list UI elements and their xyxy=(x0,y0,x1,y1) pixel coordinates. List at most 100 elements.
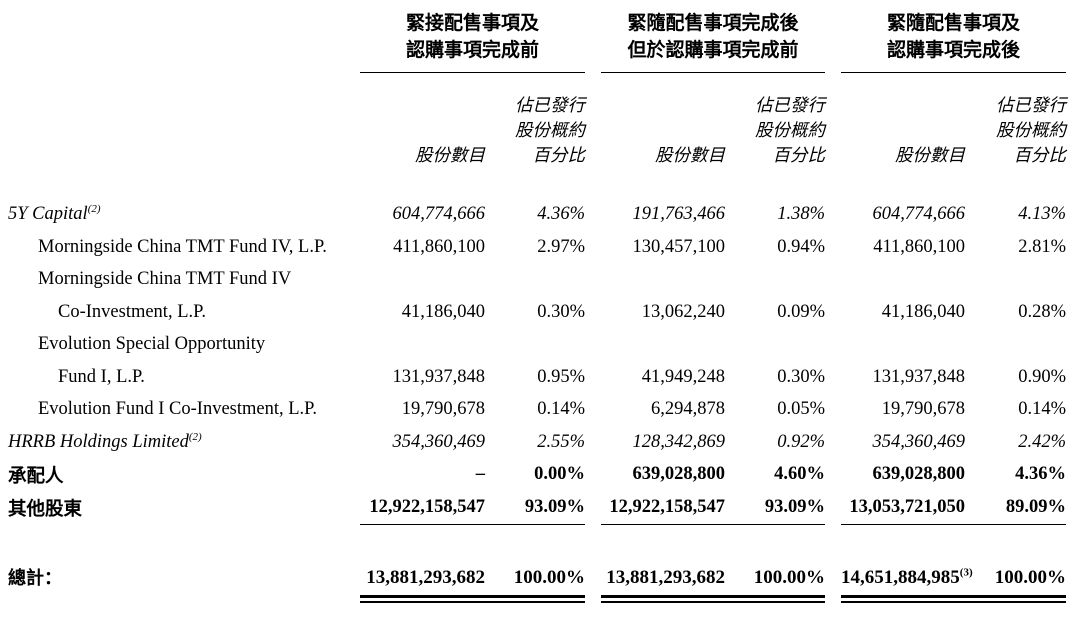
pct-cell: 4.36% xyxy=(537,204,586,225)
pct-cell: 0.14% xyxy=(537,399,586,420)
shares-cell: 131,937,848 xyxy=(872,366,966,387)
shares-cell: 19,790,678 xyxy=(401,399,485,420)
total-rule-thin xyxy=(601,601,726,603)
footnote-ref: (2) xyxy=(87,203,101,216)
shares-cell: 6,294,878 xyxy=(651,399,726,420)
column-gap xyxy=(825,264,841,297)
column-gap xyxy=(585,426,601,459)
total-rule-thin xyxy=(965,601,1067,603)
column-gap xyxy=(585,553,601,603)
spacer-row xyxy=(8,171,1066,199)
column-gap xyxy=(825,553,841,603)
total-pct-cell: 100.00% xyxy=(725,553,826,603)
column-gap xyxy=(825,491,841,524)
shareholder-name: 5Y Capital(2) xyxy=(8,203,101,225)
pct-cell: 4.13% xyxy=(1018,204,1067,225)
pct-header-line: 百分比 xyxy=(1013,144,1067,165)
shareholder-name: Co-Investment, L.P. xyxy=(58,301,206,322)
pct-cell: 0.00% xyxy=(534,464,586,485)
group-title-line: 認購事項完成後 xyxy=(887,40,1021,61)
pct-cell: 0.94% xyxy=(777,236,826,257)
shareholder-name: Fund I, L.P. xyxy=(58,366,145,387)
column-gap xyxy=(825,361,841,394)
pct-header-line: 股份概約 xyxy=(755,119,826,140)
column-gap xyxy=(825,73,841,171)
pct-cell: 1.38% xyxy=(777,204,826,225)
total-rule-thin xyxy=(725,601,826,603)
row-other-shareholders: 其他股東 12,922,158,547 93.09% 12,922,158,54… xyxy=(8,491,1067,525)
total-rule-thin xyxy=(841,601,966,603)
column-gap xyxy=(585,361,601,394)
group-title-line: 認購事項完成前 xyxy=(406,40,540,61)
pct-cell: 0.90% xyxy=(1018,366,1067,387)
shares-header-text: 股份數目 xyxy=(895,144,966,165)
shareholder-name: Morningside China TMT Fund IV, L.P. xyxy=(38,236,327,257)
shares-header-text: 股份數目 xyxy=(415,144,485,165)
total-rule-thick xyxy=(841,594,966,598)
shares-cell: 604,774,666 xyxy=(392,204,486,225)
column-gap xyxy=(585,491,601,524)
shares-cell: 604,774,666 xyxy=(872,204,966,225)
row-evolution-special-opportunity-line2: Fund I, L.P. 131,937,848 0.95% 41,949,24… xyxy=(8,361,1066,394)
column-gap xyxy=(825,4,841,73)
row-placees: 承配人 – 0.00% 639,028,800 4.60% 639,028,80… xyxy=(8,459,1066,492)
shares-cell: 639,028,800 xyxy=(632,464,726,485)
shares-cell: 354,360,469 xyxy=(392,431,486,452)
shares-cell: 12,922,158,547 xyxy=(360,491,485,525)
percentage-column-header: 佔已發行 股份概約 百分比 xyxy=(965,73,1066,171)
group-title-line: 緊隨配售事項完成後 xyxy=(627,13,799,34)
shares-cell: 41,186,040 xyxy=(401,301,485,322)
shares-cell: 41,949,248 xyxy=(641,366,726,387)
total-rule-thin xyxy=(485,601,586,603)
column-gap xyxy=(825,459,841,492)
column-gap xyxy=(585,199,601,232)
column-gap xyxy=(585,264,601,297)
shares-cell: 639,028,800 xyxy=(872,464,966,485)
shareholder-name: Morningside China TMT Fund IV xyxy=(38,269,292,290)
pct-cell: 0.30% xyxy=(777,366,826,387)
pct-header-line: 佔已發行 xyxy=(755,94,826,115)
label-column-header-empty xyxy=(8,4,360,73)
total-label: 總計： xyxy=(8,567,62,588)
row-evolution-fund-i-coinvestment: Evolution Fund I Co-Investment, L.P. 19,… xyxy=(8,394,1066,427)
total-shares-cell: 13,881,293,682 xyxy=(360,553,485,603)
group-header-after-completion: 緊隨配售事項及 認購事項完成後 xyxy=(841,4,1067,73)
column-gap xyxy=(825,199,841,232)
shares-cell: 128,342,869 xyxy=(632,431,726,452)
total-pct-cell: 100.00% xyxy=(485,553,586,603)
shares-cell: 41,186,040 xyxy=(881,301,966,322)
pct-cell: 0.05% xyxy=(777,399,826,420)
column-gap xyxy=(585,4,601,73)
column-gap xyxy=(825,394,841,427)
shares-cell: – xyxy=(475,464,485,485)
pct-cell: 0.28% xyxy=(1018,301,1067,322)
group-title-line: 緊接配售事項及 xyxy=(406,13,540,34)
pct-cell: 0.95% xyxy=(537,366,586,387)
pct-cell: 0.30% xyxy=(537,301,586,322)
row-morningside-tmt-fund-iv-coinvestment-line1: Morningside China TMT Fund IV xyxy=(8,264,1066,297)
group-header-row: 緊接配售事項及 認購事項完成前 緊隨配售事項完成後 但於認購事項完成前 緊隨配售… xyxy=(8,4,1067,73)
pct-header-line: 百分比 xyxy=(532,144,586,165)
total-pct-cell: 100.00% xyxy=(965,553,1067,603)
spacer-row xyxy=(8,524,1066,553)
column-gap xyxy=(825,231,841,264)
column-gap xyxy=(825,426,841,459)
total-shares-cell: 14,651,884,985(3) xyxy=(841,553,973,603)
column-gap xyxy=(585,459,601,492)
pct-header-line: 股份概約 xyxy=(515,119,586,140)
total-shares-cell: 13,881,293,682 xyxy=(601,553,726,603)
row-evolution-special-opportunity-line1: Evolution Special Opportunity xyxy=(8,329,1066,362)
row-5y-capital: 5Y Capital(2) 604,774,666 4.36% 191,763,… xyxy=(8,199,1066,232)
column-gap xyxy=(585,329,601,362)
pct-cell: 0.92% xyxy=(777,431,826,452)
percentage-column-header: 佔已發行 股份概約 百分比 xyxy=(485,73,585,171)
column-gap xyxy=(825,296,841,329)
total-rule-thin xyxy=(360,601,485,603)
column-gap xyxy=(585,73,601,171)
column-gap xyxy=(585,394,601,427)
pct-cell: 0.14% xyxy=(1018,399,1067,420)
pct-cell: 2.97% xyxy=(537,236,586,257)
group-header-after-placing-before-subscription: 緊隨配售事項完成後 但於認購事項完成前 xyxy=(601,4,826,73)
pct-cell: 4.60% xyxy=(774,464,826,485)
